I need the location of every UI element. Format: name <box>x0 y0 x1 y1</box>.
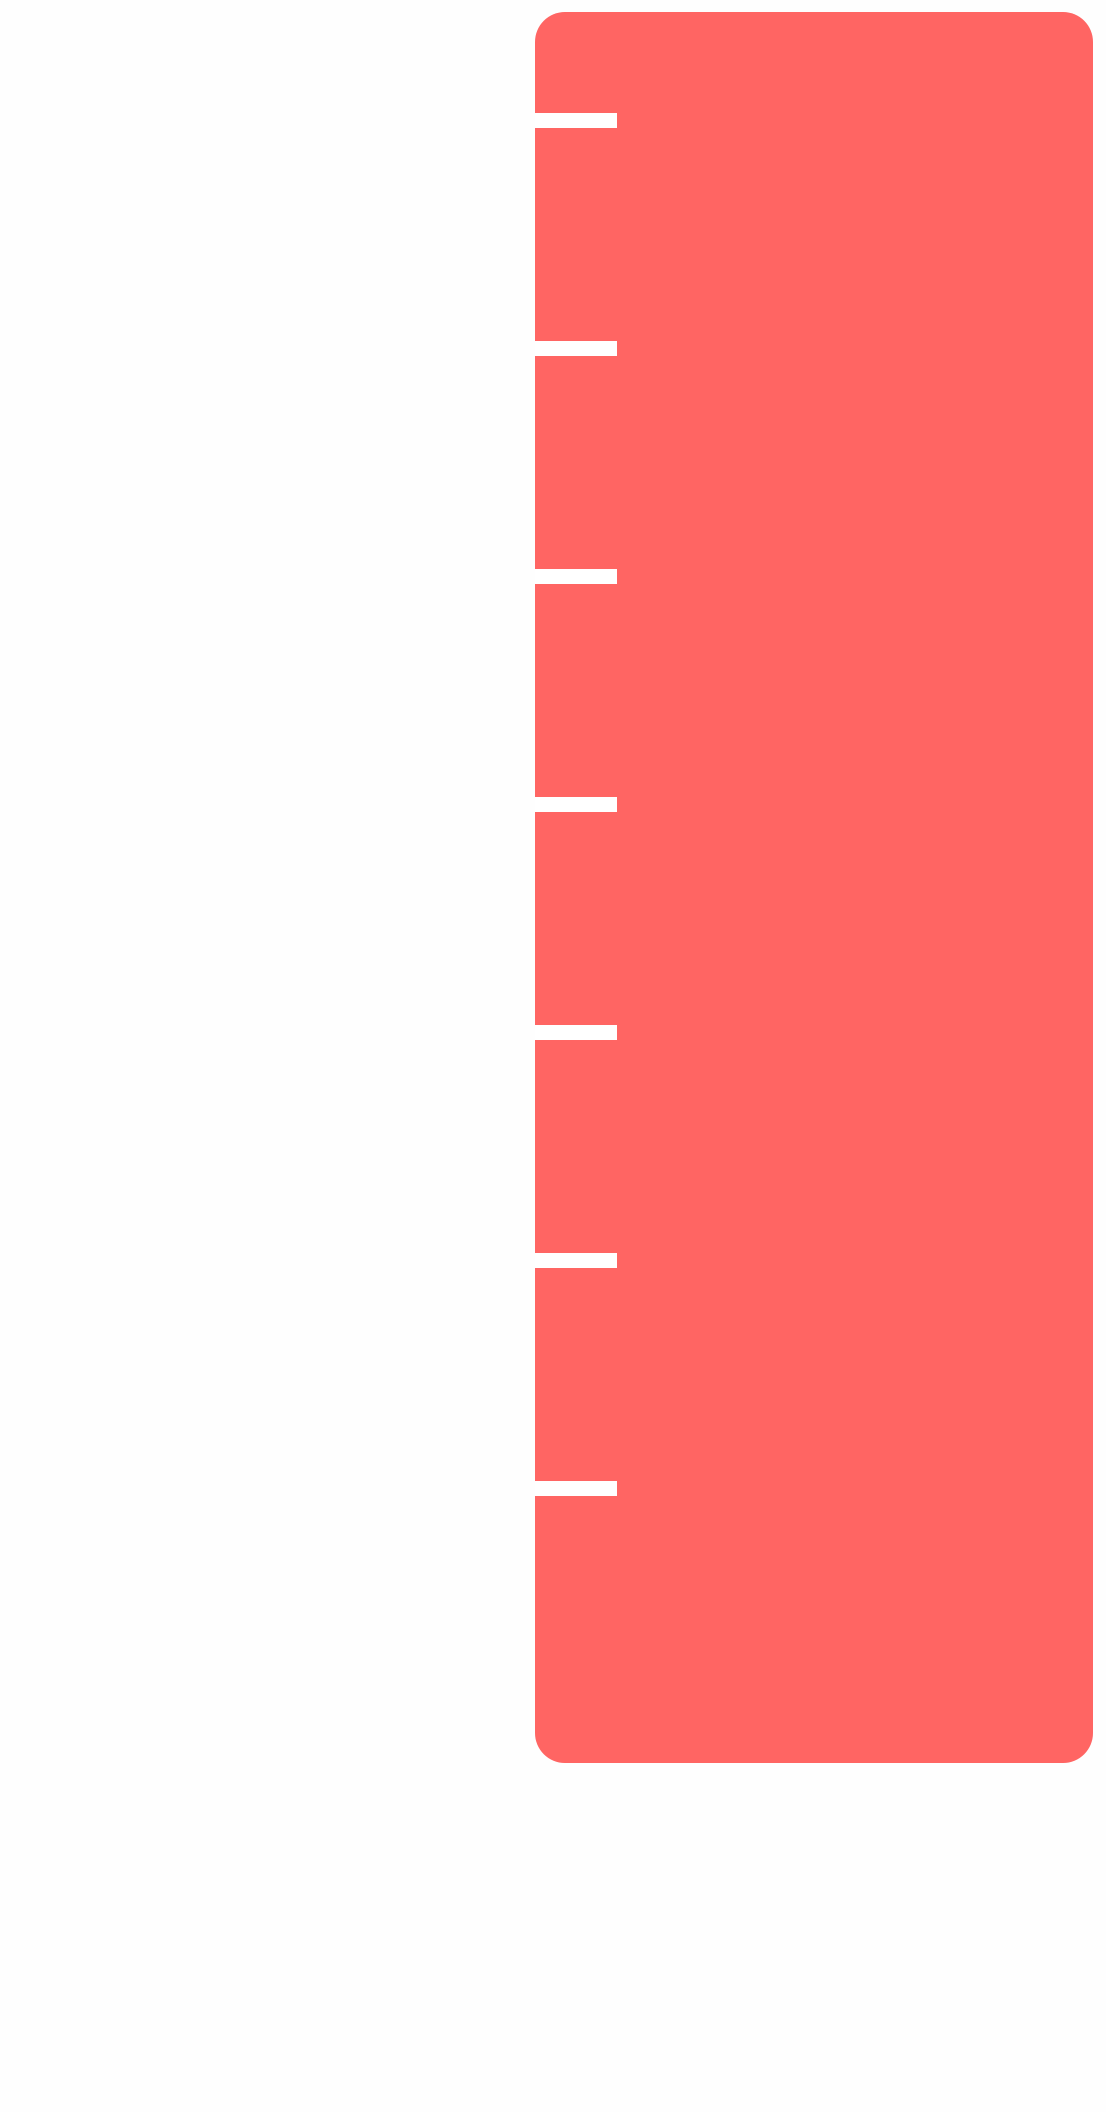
ruler-tick <box>535 113 617 128</box>
ruler-block <box>535 12 1093 1763</box>
ruler-tick <box>535 569 617 584</box>
ruler-tick <box>535 1481 617 1496</box>
ruler-tick <box>535 341 617 356</box>
ruler-tick <box>535 797 617 812</box>
ruler-tick <box>535 1253 617 1268</box>
ruler-tick <box>535 1025 617 1040</box>
